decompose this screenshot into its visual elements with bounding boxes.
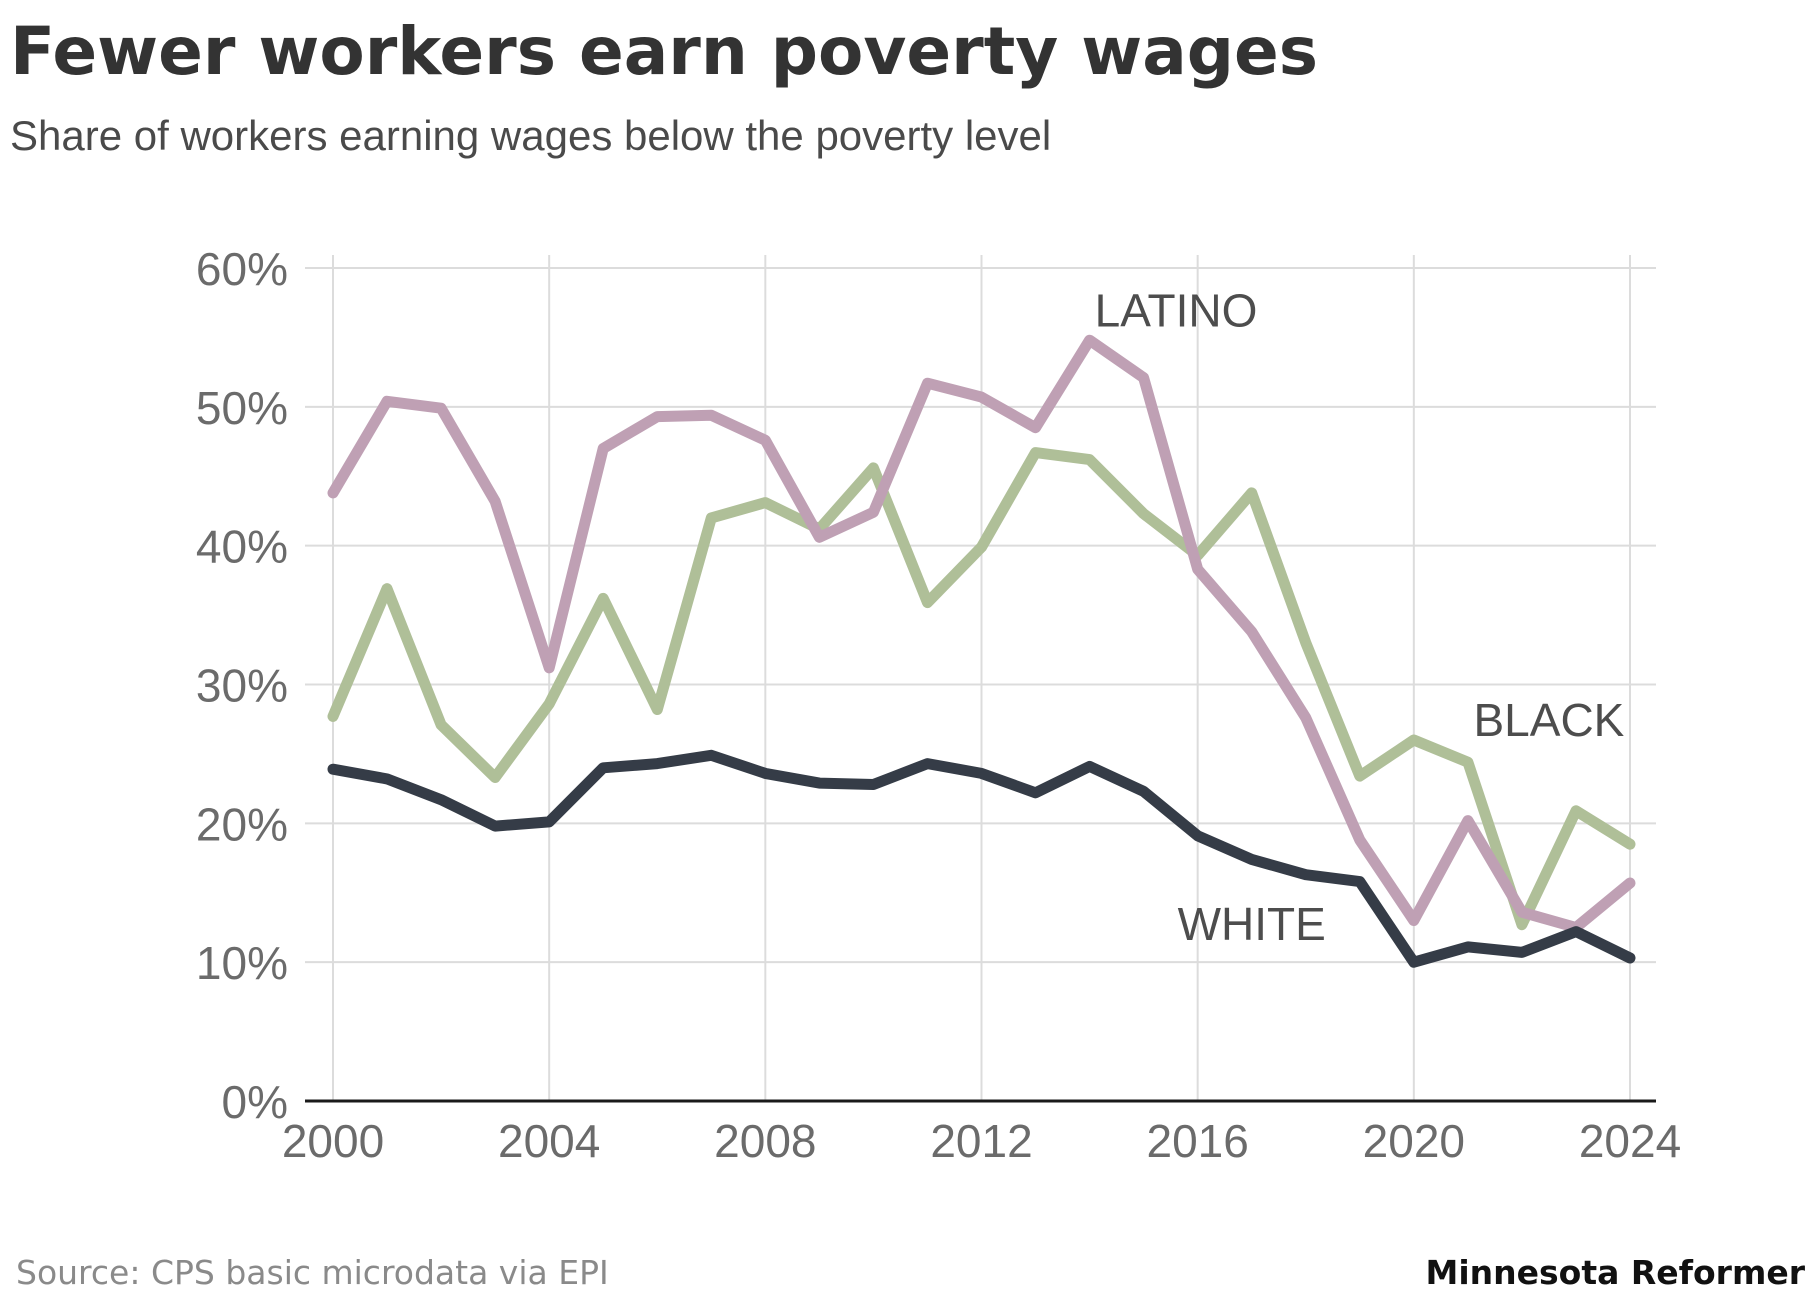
series-labels: BLACK LATINO WHITE [1095,284,1625,950]
chart-subtitle: Share of workers earning wages below the… [10,112,1052,159]
x-tick-label: 2004 [498,1115,600,1167]
x-tick-label: 2000 [282,1115,384,1167]
series-label-black: BLACK [1474,694,1625,746]
y-tick-label: 50% [196,382,288,434]
series-line-black [327,447,1636,931]
series-lines [327,334,1636,968]
y-tick-label: 10% [196,937,288,989]
y-tick-label: 0% [222,1076,288,1128]
y-tick-label: 20% [196,798,288,850]
series-label-latino: LATINO [1095,284,1258,336]
x-tick-label: 2024 [1579,1115,1681,1167]
x-tick-label: 2008 [714,1115,816,1167]
source-note: Source: CPS basic microdata via EPI [16,1253,609,1292]
series-line-latino [327,334,1636,933]
series-label-white: WHITE [1178,898,1326,950]
y-tick-label: 40% [196,521,288,573]
gridlines [305,255,1656,1101]
chart-title: Fewer workers earn poverty wages [10,13,1319,90]
y-tick-label: 60% [196,243,288,295]
x-tick-label: 2016 [1146,1115,1248,1167]
x-tick-label: 2020 [1363,1115,1465,1167]
y-tick-label: 30% [196,660,288,712]
series-line-white [327,749,1636,968]
publisher-logo: Minnesota Reformer [1425,1253,1806,1292]
axes: 0% 10% 20% 30% 40% 50% 60% 2000 2004 2008 2012 2016… [196,243,1681,1167]
x-tick-label: 2012 [930,1115,1032,1167]
